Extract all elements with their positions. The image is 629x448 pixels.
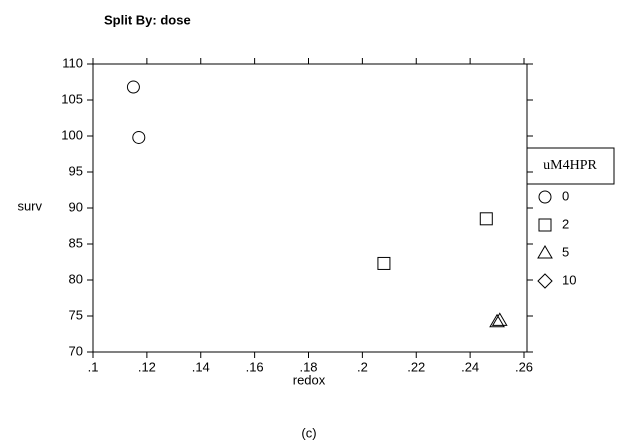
x-tick-label: .1 [88,359,99,374]
marker-square [479,212,493,226]
marker-triangle [491,312,508,326]
legend-label: 5 [562,244,569,259]
legend-label: 10 [562,272,576,287]
x-tick-label: .24 [461,359,479,374]
legend-title: uM4HPR [543,158,597,173]
chart-title: Split By: dose [104,12,191,27]
y-tick-label: 95 [69,163,83,178]
y-tick-label: 70 [69,343,83,358]
x-tick-label: .14 [192,359,210,374]
marker-triangle [537,245,553,259]
x-axis-label: redox [293,372,326,387]
marker-triangle [489,313,505,328]
y-tick-label: 80 [69,271,83,286]
y-tick-label: 105 [61,91,83,106]
y-tick-label: 90 [69,199,83,214]
y-tick-label: 85 [69,235,83,250]
x-tick-label: .22 [407,359,425,374]
legend-label: 2 [562,216,569,231]
plot-frame [92,63,528,353]
marker-diamond [537,273,553,289]
x-tick-label: .18 [299,359,317,374]
legend-box [526,147,615,185]
caption: (c) [301,425,316,440]
y-tick-label: 110 [62,55,83,70]
marker-circle [538,190,552,204]
marker-circle [132,130,146,144]
x-tick-label: .16 [246,359,264,374]
y-tick-label: 75 [69,307,83,322]
x-tick-label: .2 [357,359,368,374]
marker-square [377,256,391,270]
x-tick-label: .26 [515,359,533,374]
marker-square [538,218,552,232]
marker-circle [126,80,140,94]
y-axis-label: surv [17,198,42,213]
x-tick-label: .12 [138,359,156,374]
legend-label: 0 [562,188,569,203]
y-tick-label: 100 [61,127,83,142]
